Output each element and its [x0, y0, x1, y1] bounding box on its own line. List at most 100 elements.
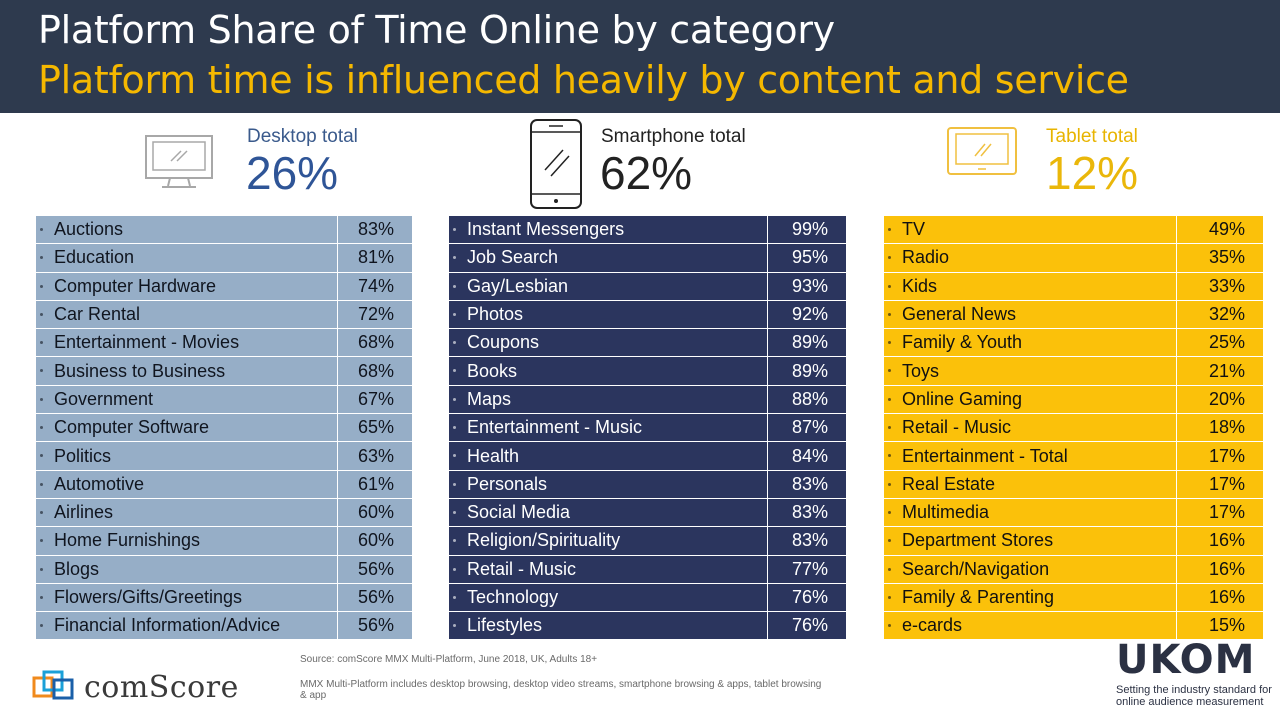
category-name: Retail - Music: [449, 555, 767, 584]
smartphone-total-label: Smartphone total: [601, 126, 746, 147]
category-share: 83%: [766, 526, 846, 556]
ukom-tagline: Setting the industry standard for online…: [1116, 684, 1272, 708]
comscore-wordmark: comScore: [84, 670, 239, 705]
source-note: Source: comScore MMX Multi-Platform, Jun…: [300, 654, 598, 665]
category-name: Family & Parenting: [884, 583, 1176, 613]
table-row: Books 89%: [449, 356, 846, 386]
table-row: Gay/Lesbian 93%: [449, 272, 846, 301]
category-name: Toys: [884, 356, 1176, 386]
category-name: Home Furnishings: [36, 526, 337, 556]
category-share: 60%: [336, 498, 412, 528]
table-row: Retail - Music 77%: [449, 555, 846, 584]
category-share: 49%: [1175, 216, 1263, 245]
category-name: Social Media: [449, 498, 767, 528]
table-row: TV 49%: [884, 216, 1263, 245]
category-name: Online Gaming: [884, 385, 1176, 415]
category-name: Entertainment - Music: [449, 413, 767, 443]
table-row: General News 32%: [884, 300, 1263, 330]
category-name: Computer Software: [36, 413, 337, 443]
table-row: Computer Hardware 74%: [36, 272, 412, 301]
category-share: 83%: [336, 216, 412, 245]
category-name: Technology: [449, 583, 767, 613]
category-name: Photos: [449, 300, 767, 330]
category-share: 17%: [1175, 470, 1263, 499]
tablet-category-table: TV 49% Radio 35% Kids 33% General News 32% Famil…: [884, 216, 1263, 641]
smartphone-header: Smartphone total 62%: [520, 118, 820, 213]
category-name: Computer Hardware: [36, 272, 337, 301]
ukom-wordmark: UKOM: [1116, 637, 1256, 683]
table-row: Online Gaming 20%: [884, 385, 1263, 415]
table-row: Social Media 83%: [449, 498, 846, 528]
category-name: e-cards: [884, 611, 1176, 641]
table-row: Technology 76%: [449, 583, 846, 613]
ukom-logo: UKOM Setting the industry standard for o…: [1116, 640, 1276, 708]
category-share: 17%: [1175, 498, 1263, 528]
table-row: Religion/Spirituality 83%: [449, 526, 846, 556]
category-share: 92%: [766, 300, 846, 330]
category-share: 18%: [1175, 413, 1263, 443]
category-name: Blogs: [36, 555, 337, 584]
category-share: 93%: [766, 272, 846, 301]
tablet-icon: [947, 127, 1017, 175]
category-share: 61%: [336, 470, 412, 499]
category-name: Retail - Music: [884, 413, 1176, 443]
table-row: Flowers/Gifts/Greetings 56%: [36, 583, 412, 613]
table-row: Kids 33%: [884, 272, 1263, 301]
comscore-logo: comScore: [32, 668, 238, 707]
category-share: 21%: [1175, 356, 1263, 386]
category-share: 76%: [766, 611, 846, 641]
category-name: Business to Business: [36, 356, 337, 386]
category-share: 15%: [1175, 611, 1263, 641]
header-banner: Platform Share of Time Online by categor…: [0, 0, 1280, 113]
category-share: 84%: [766, 441, 846, 471]
category-share: 89%: [766, 328, 846, 358]
category-name: Coupons: [449, 328, 767, 358]
category-share: 25%: [1175, 328, 1263, 358]
table-row: Lifestyles 76%: [449, 611, 846, 641]
comscore-squares-icon: [32, 670, 74, 700]
category-name: Politics: [36, 441, 337, 471]
category-share: 20%: [1175, 385, 1263, 415]
category-name: Airlines: [36, 498, 337, 528]
desktop-total-label: Desktop total: [247, 126, 358, 147]
table-row: Family & Youth 25%: [884, 328, 1263, 358]
table-row: Coupons 89%: [449, 328, 846, 358]
tablet-total-label: Tablet total: [1046, 126, 1138, 147]
category-share: 33%: [1175, 272, 1263, 301]
category-name: Gay/Lesbian: [449, 272, 767, 301]
category-share: 74%: [336, 272, 412, 301]
category-share: 88%: [766, 385, 846, 415]
table-row: Entertainment - Total 17%: [884, 441, 1263, 471]
category-share: 17%: [1175, 441, 1263, 471]
category-name: Government: [36, 385, 337, 415]
category-name: Lifestyles: [449, 611, 767, 641]
desktop-category-table: Auctions 83% Education 81% Computer Hardware…: [36, 216, 412, 641]
table-row: Computer Software 65%: [36, 413, 412, 443]
category-share: 65%: [336, 413, 412, 443]
table-row: Airlines 60%: [36, 498, 412, 528]
table-row: Family & Parenting 16%: [884, 583, 1263, 613]
category-name: TV: [884, 216, 1176, 245]
table-row: Department Stores 16%: [884, 526, 1263, 556]
category-share: 68%: [336, 356, 412, 386]
category-name: Instant Messengers: [449, 216, 767, 245]
table-row: Retail - Music 18%: [884, 413, 1263, 443]
smartphone-category-table: Instant Messengers 99% Job Search 95% Gay/Le…: [449, 216, 846, 641]
table-row: Search/Navigation 16%: [884, 555, 1263, 584]
category-name: Family & Youth: [884, 328, 1176, 358]
category-share: 87%: [766, 413, 846, 443]
category-name: Books: [449, 356, 767, 386]
category-share: 35%: [1175, 243, 1263, 273]
category-share: 16%: [1175, 526, 1263, 556]
category-name: Personals: [449, 470, 767, 499]
tablet-header: Tablet total 12%: [940, 118, 1240, 213]
table-row: Multimedia 17%: [884, 498, 1263, 528]
table-row: Personals 83%: [449, 470, 846, 499]
table-row: Entertainment - Movies 68%: [36, 328, 412, 358]
category-name: Entertainment - Total: [884, 441, 1176, 471]
category-name: Department Stores: [884, 526, 1176, 556]
methodology-note: MMX Multi-Platform includes desktop brow…: [300, 679, 822, 701]
tablet-total-value: 12%: [1046, 147, 1139, 199]
category-name: Entertainment - Movies: [36, 328, 337, 358]
category-share: 81%: [336, 243, 412, 273]
